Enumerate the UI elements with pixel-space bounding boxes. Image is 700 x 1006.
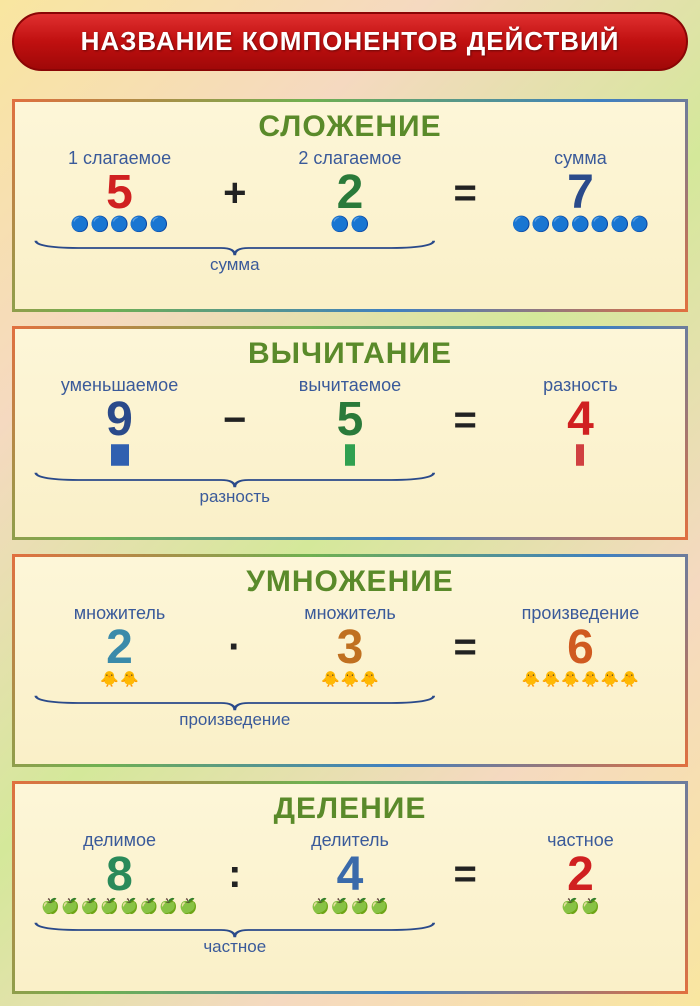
panel-title: ВЫЧИТАНИЕ xyxy=(29,337,671,371)
panel-title: УМНОЖЕНИЕ xyxy=(29,565,671,599)
panel-title: ДЕЛЕНИЕ xyxy=(29,792,671,826)
result-icons: 🍏🍏 xyxy=(490,899,671,919)
operator: · xyxy=(210,625,259,670)
panel-division: ДЕЛЕНИЕделимоеделительчастное8:4=2🍏🍏🍏🍏🍏🍏… xyxy=(12,781,688,994)
operand2-icons: 🔵🔵 xyxy=(259,217,440,237)
result-icons: 🔵🔵🔵🔵🔵🔵🔵 xyxy=(490,217,671,237)
operand1-icons: 🐥🐥 xyxy=(29,672,210,692)
operand1-value: 9 xyxy=(29,396,210,444)
operator: + xyxy=(210,171,259,216)
operand1-icons: 🔵🔵🔵🔵🔵 xyxy=(29,217,210,237)
operand2-value: 4 xyxy=(259,851,440,899)
panel-multiplication: УМНОЖЕНИЕмножительмножительпроизведение2… xyxy=(12,554,688,767)
result-value: 6 xyxy=(490,624,671,672)
brace: произведение xyxy=(29,694,441,730)
equals: = xyxy=(441,398,490,443)
operand1-value: 2 xyxy=(29,624,210,672)
operand2-value: 3 xyxy=(259,624,440,672)
operand1-value: 8 xyxy=(29,851,210,899)
result-icons: 🐥🐥🐥🐥🐥🐥 xyxy=(490,672,671,692)
result-value: 4 xyxy=(490,396,671,444)
operand2-value: 2 xyxy=(259,169,440,217)
equals: = xyxy=(441,625,490,670)
page-title: НАЗВАНИЕ КОМПОНЕНТОВ ДЕЙСТВИЙ xyxy=(12,12,688,71)
operand1-value: 5 xyxy=(29,169,210,217)
panel-title: СЛОЖЕНИЕ xyxy=(29,110,671,144)
result-icons xyxy=(490,444,671,469)
operand1-icons xyxy=(29,444,210,469)
result-value: 7 xyxy=(490,169,671,217)
result-value: 2 xyxy=(490,851,671,899)
brace: сумма xyxy=(29,239,441,275)
operand2-icons: 🍏🍏🍏🍏 xyxy=(259,899,440,919)
panel-addition: СЛОЖЕНИЕ1 слагаемое2 слагаемоесумма5+2=7… xyxy=(12,99,688,312)
operator: : xyxy=(210,852,259,897)
operand2-value: 5 xyxy=(259,396,440,444)
brace: частное xyxy=(29,921,441,957)
brace: разность xyxy=(29,471,441,507)
panel-subtraction: ВЫЧИТАНИЕуменьшаемоевычитаемоеразность9−… xyxy=(12,326,688,539)
brace-label: разность xyxy=(29,487,441,507)
operator: − xyxy=(210,398,259,443)
operand2-icons: 🐥🐥🐥 xyxy=(259,672,440,692)
operand2-icons xyxy=(259,444,440,469)
equals: = xyxy=(441,852,490,897)
brace-label: произведение xyxy=(29,710,441,730)
equals: = xyxy=(441,171,490,216)
brace-label: частное xyxy=(29,937,441,957)
operand1-icons: 🍏🍏🍏🍏🍏🍏🍏🍏 xyxy=(29,899,210,919)
brace-label: сумма xyxy=(29,255,441,275)
poster: НАЗВАНИЕ КОМПОНЕНТОВ ДЕЙСТВИЙ СЛОЖЕНИЕ1 … xyxy=(12,12,688,994)
